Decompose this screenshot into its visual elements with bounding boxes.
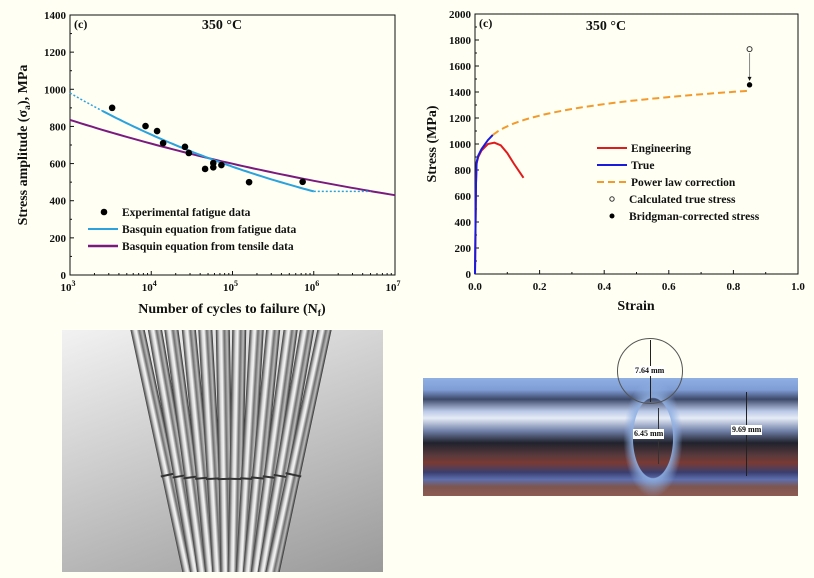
x-tick-label: 0.0 [468, 281, 482, 293]
x-tick-label: 105 [223, 279, 238, 294]
x-tick-label: 107 [386, 279, 401, 294]
legend-label: Power law correction [631, 177, 736, 189]
fatigue-data-point [181, 143, 189, 151]
y-tick-label: 2000 [449, 9, 472, 21]
basquin-fatigue-extrapolation [69, 92, 103, 112]
y-tick-label: 0 [61, 270, 67, 282]
y-axis-label: Stress (MPa) [425, 105, 440, 182]
y-tick-label: 1600 [449, 61, 472, 73]
y-tick-label: 600 [455, 191, 472, 203]
engineering-curve [474, 141, 525, 275]
fatigue-data-point [201, 165, 209, 173]
legend: Engineering True Power law correction Calcu… [597, 143, 760, 223]
plot-frame [69, 14, 396, 276]
x-axis-label: Number of cycles to failure (Nf) [138, 302, 326, 319]
basquin-fatigue-line [101, 110, 315, 193]
x-tick-label: 106 [304, 279, 319, 294]
x-tick-label: 0.8 [727, 281, 741, 293]
basquin-tensile-line [69, 118, 396, 197]
y-tick-label: 800 [455, 165, 472, 177]
fatigue-specimens-photo [62, 330, 383, 572]
legend-marker-calculated [609, 196, 615, 202]
panel-label: (c) [74, 17, 87, 31]
x-tick-label: 1.0 [791, 281, 805, 293]
legend-marker-experimental [100, 208, 108, 216]
chart-title: 350 °C [586, 19, 626, 34]
y-tick-label: 1200 [44, 47, 67, 59]
y-tick-label: 200 [50, 233, 67, 245]
x-tick-label: 104 [142, 279, 157, 294]
x-tick-label: 103 [61, 279, 76, 294]
x-axis-label: Strain [617, 299, 655, 314]
y-tick-label: 0 [466, 269, 472, 281]
diameter-label: 9.69 mm [731, 425, 763, 435]
necked-specimen-photo [423, 378, 798, 496]
y-tick-label: 1800 [449, 35, 472, 47]
y-tick-label: 1000 [449, 139, 472, 151]
y-tick-label: 400 [50, 196, 67, 208]
x-tick-label: 0.4 [597, 281, 611, 293]
fatigue-data-point [245, 178, 253, 186]
y-axis-label: Stress amplitude (σa), MPa [16, 65, 33, 226]
fatigue-data-point [299, 178, 306, 186]
fatigue-data-point [142, 122, 149, 130]
legend-label: Experimental fatigue data [122, 207, 251, 219]
stress-strain-chart: 0 200 400 600 800 1000 1200 1400 1600 1800 2000 0.0… [425, 9, 805, 314]
fatigue-data-point [185, 149, 193, 157]
true-curve [474, 134, 494, 275]
legend-label: True [631, 160, 654, 172]
bridgman-corrected-stress-point [746, 82, 753, 88]
arrow-head [747, 76, 752, 81]
y-tick-label: 400 [455, 217, 472, 229]
x-tick-label: 0.6 [662, 281, 676, 293]
legend-label: Bridgman-corrected stress [629, 211, 760, 223]
chart-title: 350 °C [202, 18, 242, 33]
fatigue-data-point [218, 161, 225, 169]
legend-label: Calculated true stress [629, 194, 736, 206]
fatigue-data-point [209, 163, 217, 171]
fatigue-data-point [159, 139, 167, 147]
power-law-curve [492, 89, 750, 136]
fatigue-data-point [153, 127, 161, 135]
legend-label: Basquin equation from tensile data [122, 241, 294, 253]
panel-label: (c) [479, 16, 492, 30]
legend-label: Engineering [631, 143, 691, 155]
neck-diameter-label: 6.45 mm [633, 429, 665, 439]
y-tick-label: 800 [50, 121, 67, 133]
legend-marker-bridgman [609, 213, 615, 219]
legend: Experimental fatigue data Basquin equatio… [88, 207, 296, 253]
fatigue-data-point [108, 104, 116, 112]
curvature-radius-circle [617, 338, 683, 404]
y-tick-label: 1000 [44, 84, 67, 96]
y-tick-label: 1400 [449, 87, 472, 99]
fatigue-chart: 0 200 400 600 800 1000 1200 1400 103 104 105 106 107… [16, 10, 401, 319]
y-tick-label: 1400 [44, 10, 67, 22]
y-tick-label: 200 [455, 243, 472, 255]
y-tick-label: 600 [50, 159, 67, 171]
calculated-true-stress-point [746, 46, 753, 53]
legend-label: Basquin equation from fatigue data [122, 224, 296, 236]
y-tick-label: 1200 [449, 113, 472, 125]
radius-label: 7.64 mm [634, 366, 666, 376]
x-tick-label: 0.2 [533, 281, 547, 293]
